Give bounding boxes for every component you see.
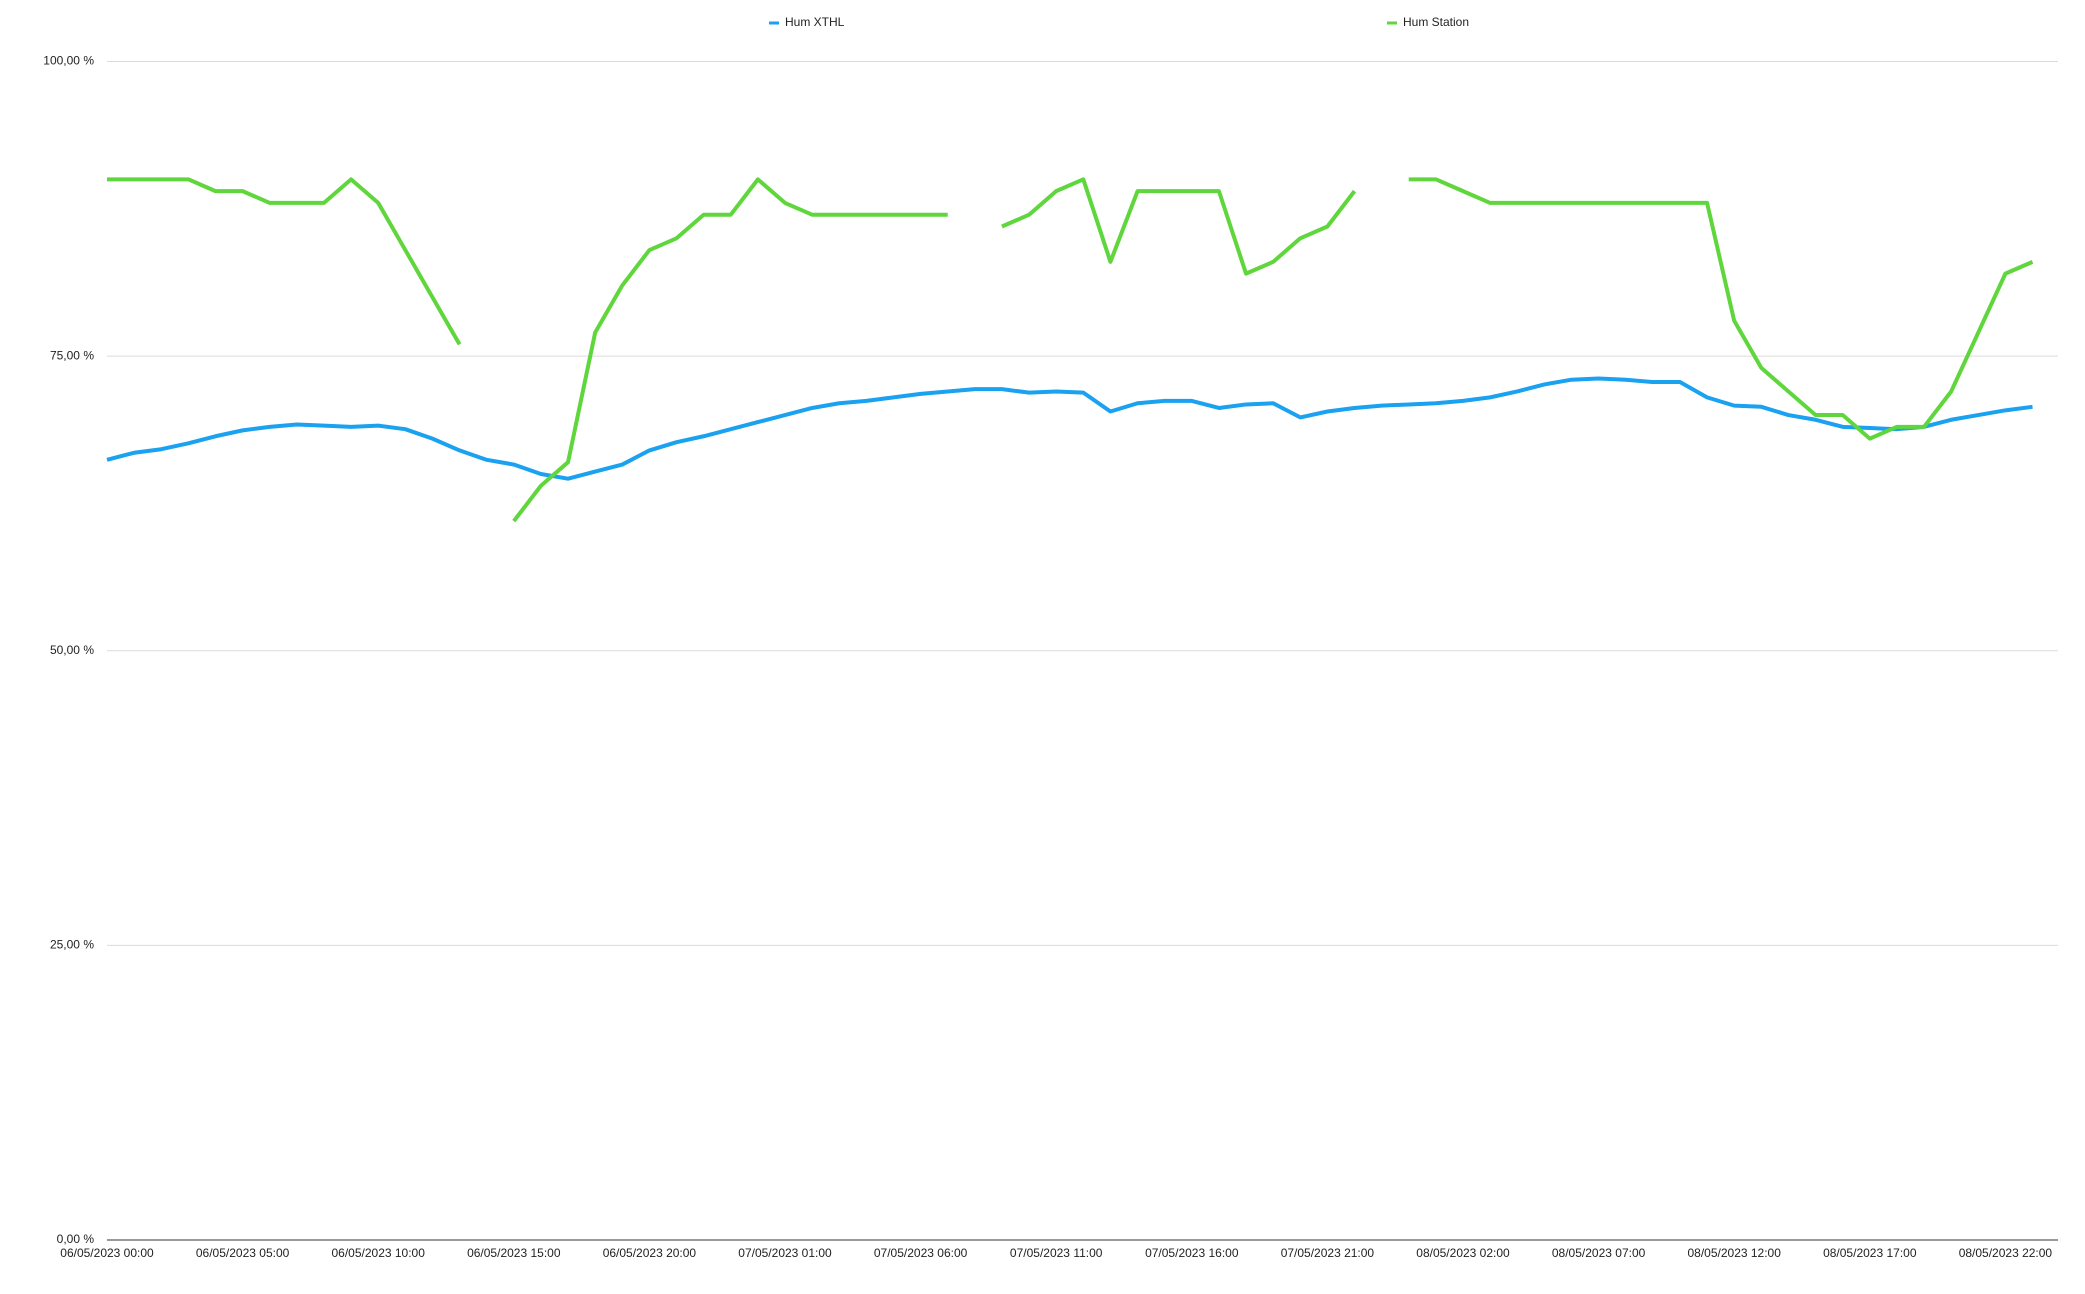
x-tick-label: 06/05/2023 05:00 xyxy=(196,1246,290,1260)
x-tick-label: 08/05/2023 22:00 xyxy=(1959,1246,2053,1260)
y-tick-label: 100,00 % xyxy=(43,54,94,68)
legend-label: Hum Station xyxy=(1403,15,1469,29)
x-tick-label: 07/05/2023 11:00 xyxy=(1010,1246,1103,1260)
y-tick-label: 50,00 % xyxy=(50,643,94,657)
series-line xyxy=(106,376,2033,481)
x-tick-label: 07/05/2023 21:00 xyxy=(1281,1246,1375,1260)
x-tick-label: 06/05/2023 20:00 xyxy=(603,1246,697,1260)
x-tick-label: 08/05/2023 17:00 xyxy=(1823,1246,1917,1260)
y-tick-label: 0,00 % xyxy=(57,1232,95,1246)
y-tick-label: 25,00 % xyxy=(50,938,94,952)
x-tick-label: 07/05/2023 01:00 xyxy=(738,1246,832,1260)
x-tick-label: 06/05/2023 10:00 xyxy=(331,1246,425,1260)
x-tick-label: 08/05/2023 02:00 xyxy=(1416,1246,1510,1260)
x-tick-label: 06/05/2023 15:00 xyxy=(467,1246,561,1260)
x-tick-label: 08/05/2023 07:00 xyxy=(1552,1246,1646,1260)
series-line xyxy=(107,177,2034,523)
y-tick-label: 75,00 % xyxy=(50,348,94,362)
x-tick-label: 08/05/2023 12:00 xyxy=(1687,1246,1781,1260)
x-tick-label: 07/05/2023 16:00 xyxy=(1145,1246,1239,1260)
legend-label: Hum XTHL xyxy=(785,15,845,29)
x-tick-label: 06/05/2023 00:00 xyxy=(60,1246,154,1260)
x-tick-label: 07/05/2023 06:00 xyxy=(874,1246,968,1260)
